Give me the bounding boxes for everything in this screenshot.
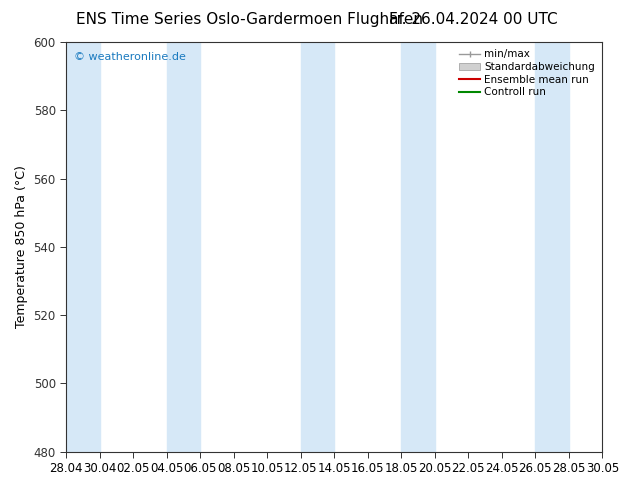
Text: Fr. 26.04.2024 00 UTC: Fr. 26.04.2024 00 UTC (389, 12, 558, 27)
Text: © weatheronline.de: © weatheronline.de (74, 52, 186, 62)
Text: ENS Time Series Oslo-Gardermoen Flughafen: ENS Time Series Oslo-Gardermoen Flughafe… (76, 12, 423, 27)
Bar (66, 42, 100, 452)
Bar (535, 42, 569, 452)
Y-axis label: Temperature 850 hPa (°C): Temperature 850 hPa (°C) (15, 166, 28, 328)
Bar (167, 42, 200, 452)
Bar (301, 42, 334, 452)
Legend: min/max, Standardabweichung, Ensemble mean run, Controll run: min/max, Standardabweichung, Ensemble me… (455, 45, 599, 101)
Bar (401, 42, 435, 452)
